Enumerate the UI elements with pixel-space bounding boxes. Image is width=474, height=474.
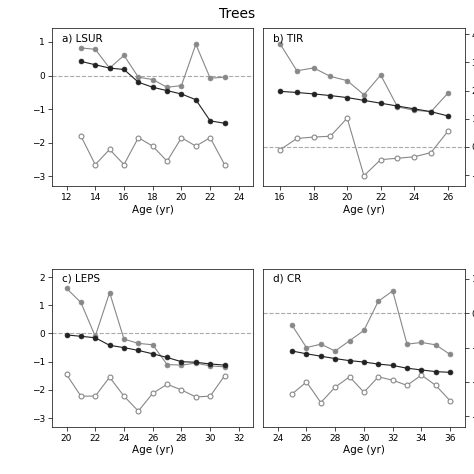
X-axis label: Age (yr): Age (yr) [132,445,173,456]
X-axis label: Age (yr): Age (yr) [343,205,385,215]
Text: c) LEPS: c) LEPS [62,273,100,283]
X-axis label: Age (yr): Age (yr) [132,205,173,215]
Text: b) TIR: b) TIR [273,33,304,43]
X-axis label: Age (yr): Age (yr) [343,445,385,456]
Text: Trees: Trees [219,7,255,21]
Text: a) LSUR: a) LSUR [62,33,103,43]
Text: d) CR: d) CR [273,273,302,283]
